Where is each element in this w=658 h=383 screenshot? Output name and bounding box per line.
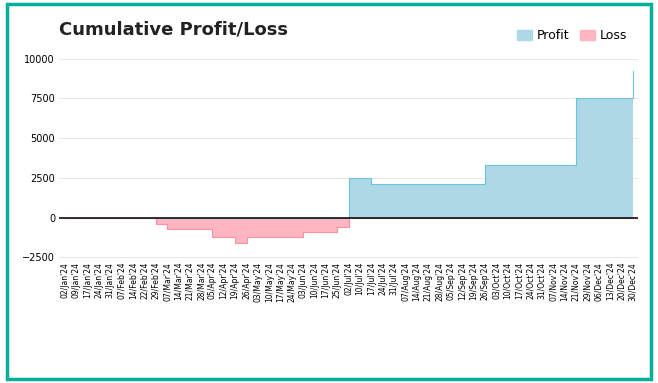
Text: Cumulative Profit/Loss: Cumulative Profit/Loss [59, 21, 288, 39]
Legend: Profit, Loss: Profit, Loss [512, 25, 632, 47]
